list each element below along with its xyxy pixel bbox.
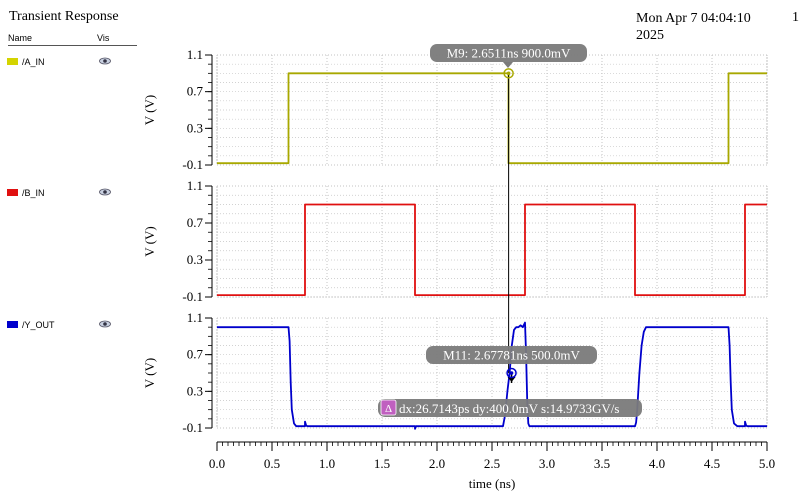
x-tick-label: 3.0 [539,456,555,471]
delta-label: dx:26.7143ps dy:400.0mV s:14.9733GV/s [399,401,619,416]
x-tick-label: 0.0 [209,456,225,471]
signal-name: /Y_OUT [22,320,55,330]
delta-label-bg [378,399,642,417]
series-line-y_out [217,321,767,430]
signal-b-in[interactable]: /B_IN [7,188,137,200]
y-tick-label: 0.7 [187,347,204,362]
eye-icon[interactable] [99,187,111,197]
y-axis-label: V (V) [142,95,157,125]
eye-icon[interactable] [99,319,111,329]
x-tick-label: 4.0 [649,456,665,471]
y-tick-label: 1.1 [187,178,203,193]
signal-color-swatch [7,189,18,196]
marker-pointer [503,62,513,68]
signal-name: /B_IN [22,188,45,198]
y-axis-label: V (V) [142,226,157,256]
panel-frame [216,185,768,298]
marker-dot [509,371,514,375]
signal-color-swatch [7,58,18,65]
legend-col-vis: Vis [97,33,110,43]
marker-label: M11: 2.67781ns 500.0mV [443,348,580,363]
timestamp-line2: 2025 [636,28,664,43]
x-tick-label: 5.0 [759,456,775,471]
series-line-b_in [217,203,767,297]
marker-point [506,367,517,379]
x-tick-label: 2.0 [429,456,445,471]
legend-col-name: Name [8,33,33,43]
signal-y-out[interactable]: /Y_OUT [7,320,137,332]
y-tick-label: 0.3 [187,252,203,267]
delta-icon: Δ [385,403,392,415]
window-title: Transient Response [9,9,119,24]
y-tick-label: 0.3 [187,120,203,135]
y-tick-label: 1.1 [187,310,203,325]
delta-badge [380,399,397,416]
panel-0: -0.1 0.3 0.7 1.1 V (V) [142,47,768,172]
x-tick-label: 1.0 [319,456,335,471]
marker-label-bg [426,346,597,364]
x-axis-label: time (ns) [469,476,516,491]
timestamp-line1: Mon Apr 7 04:04:10 [636,11,751,26]
marker-dot [506,71,511,76]
eye-icon[interactable] [99,56,111,66]
panel-1: -0.1 0.3 0.7 1.1 V (V) [142,178,768,304]
delta-arrow-icon [507,377,516,382]
marker-point [503,68,514,79]
signal-name: /A_IN [22,57,45,67]
signal-a-in[interactable]: /A_IN [7,57,137,69]
x-tick-label: 0.5 [264,456,280,471]
page-number: 1 [792,10,799,25]
y-tick-label: 0.7 [187,215,204,230]
y-tick-label: 0.3 [187,383,203,398]
panel-2: -0.1 0.3 0.7 1.1 V (V) [142,310,768,435]
x-tick-label: 3.5 [594,456,610,471]
marker-label: M9: 2.6511ns 900.0mV [447,46,571,61]
signal-color-swatch [7,321,18,328]
legend-header: Name Vis [8,33,137,46]
x-tick-label: 4.5 [704,456,720,471]
y-tick-label: -0.1 [182,289,203,304]
timestamp: Mon Apr 7 04:04:10 2025 [636,10,776,44]
y-tick-label: 0.7 [187,84,204,99]
x-tick-label: 1.5 [374,456,390,471]
y-tick-label: -0.1 [182,157,203,172]
y-axis-label: V (V) [142,358,157,388]
x-tick-label: 2.5 [484,456,500,471]
y-tick-label: 1.1 [187,47,203,62]
marker-label-bg [430,44,587,62]
y-tick-label: -0.1 [182,420,203,435]
